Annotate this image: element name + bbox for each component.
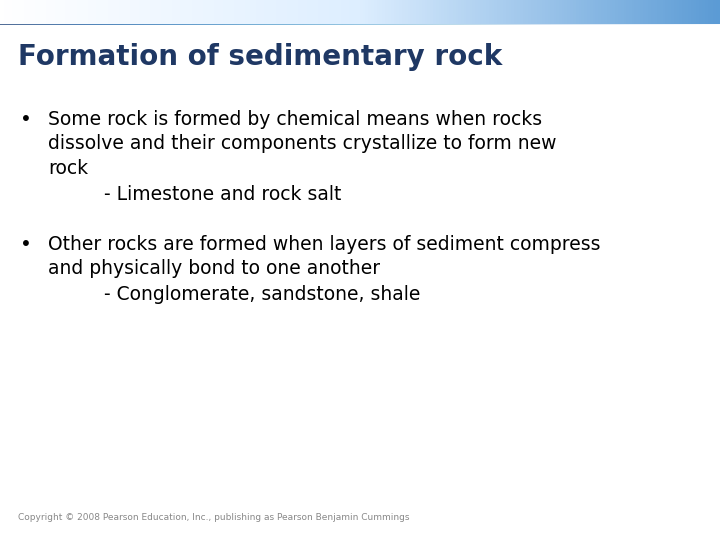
Text: Some rock is formed by chemical means when rocks
dissolve and their components c: Some rock is formed by chemical means wh… <box>48 110 557 178</box>
Bar <box>0 0 720 25</box>
Text: Other rocks are formed when layers of sediment compress
and physically bond to o: Other rocks are formed when layers of se… <box>48 235 600 278</box>
Text: - Limestone and rock salt: - Limestone and rock salt <box>80 185 341 204</box>
Text: Formation of sedimentary rock: Formation of sedimentary rock <box>18 43 503 71</box>
Text: •: • <box>20 235 32 254</box>
Text: •: • <box>20 110 32 129</box>
Text: - Conglomerate, sandstone, shale: - Conglomerate, sandstone, shale <box>80 285 420 304</box>
Text: Copyright © 2008 Pearson Education, Inc., publishing as Pearson Benjamin Cumming: Copyright © 2008 Pearson Education, Inc.… <box>18 513 410 522</box>
